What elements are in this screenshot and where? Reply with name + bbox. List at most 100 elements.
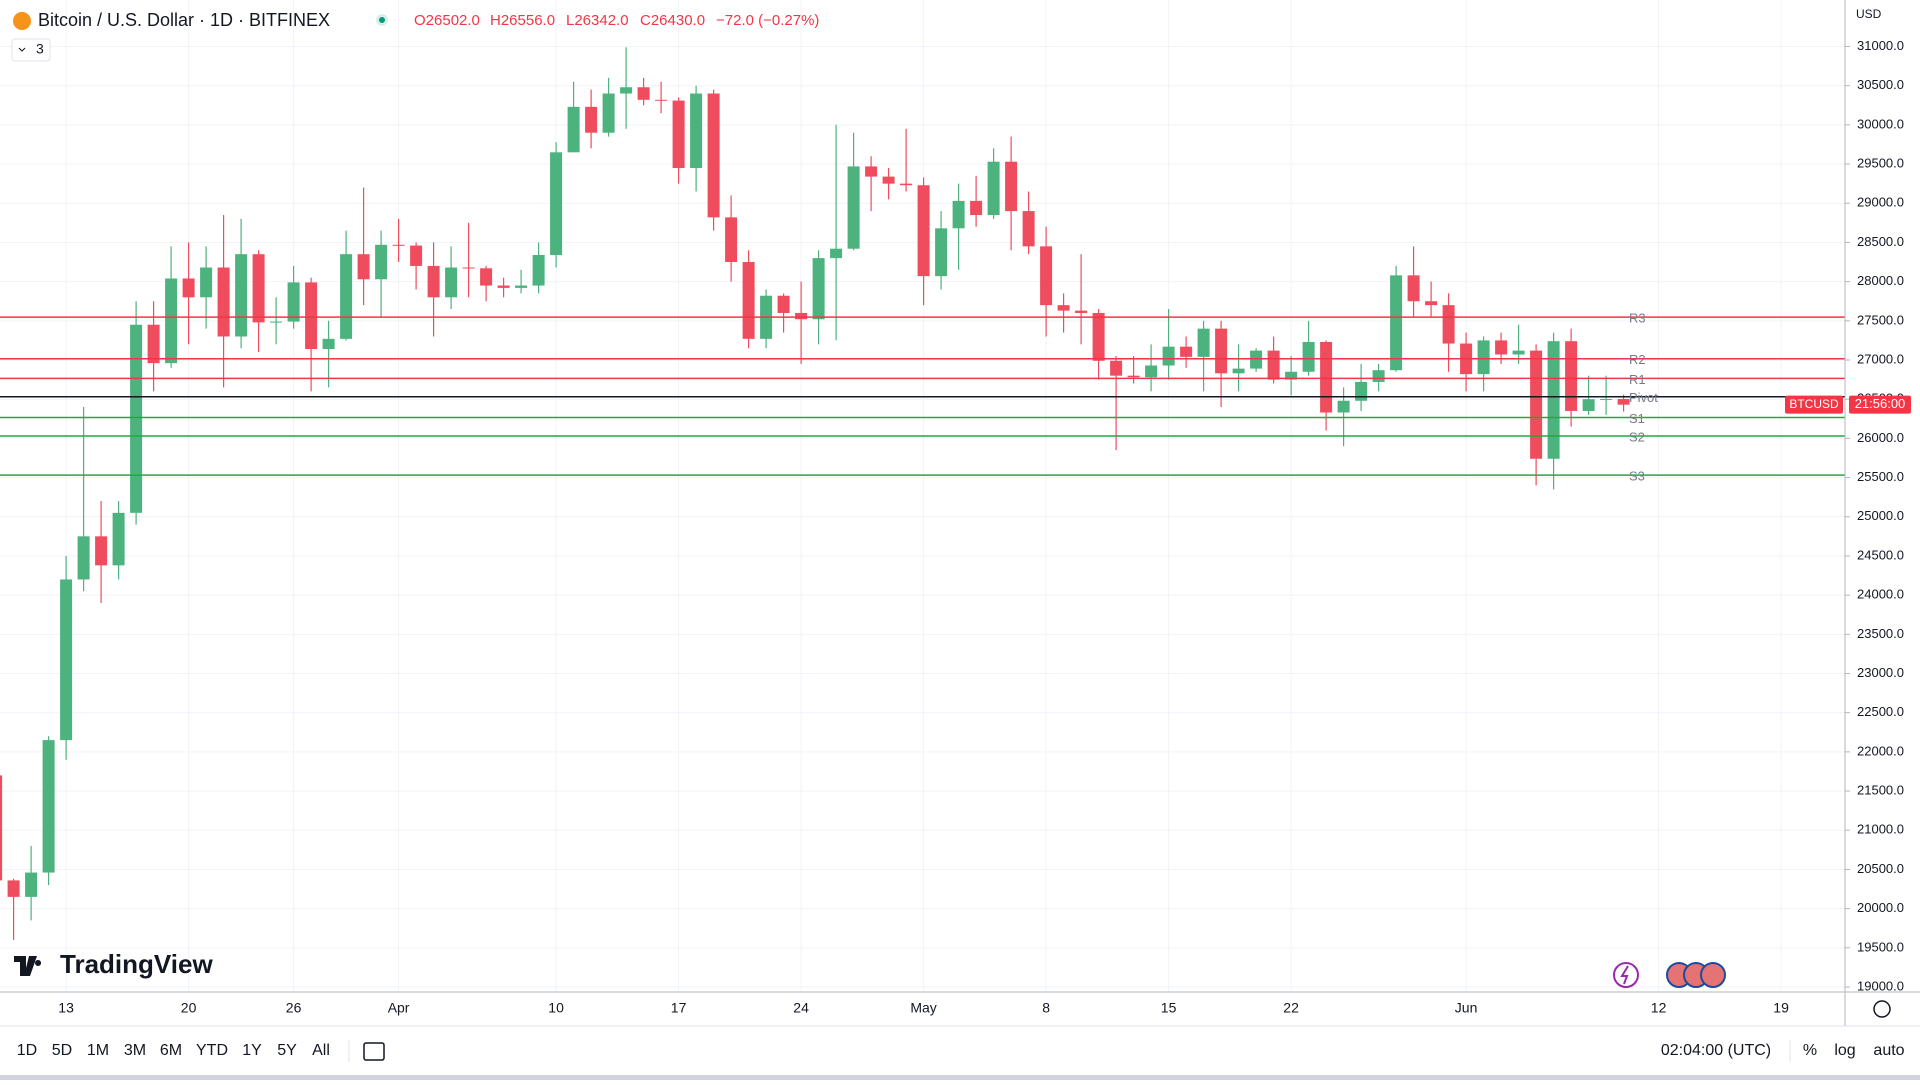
y-tick-label: 27000.0 — [1857, 351, 1904, 366]
pivot-label: S1 — [1629, 411, 1645, 426]
candle-body — [182, 278, 195, 298]
scale-button[interactable]: % — [1803, 1042, 1817, 1059]
candle-body — [637, 87, 650, 100]
candle-body — [1495, 340, 1508, 355]
candle-body — [1285, 371, 1298, 380]
x-tick-label: 15 — [1161, 1000, 1177, 1016]
candle-body — [1565, 341, 1578, 411]
candle-body — [655, 99, 668, 101]
indicator-toggle[interactable] — [11, 38, 51, 62]
bitcoin-icon — [13, 12, 31, 30]
candle-body — [42, 740, 55, 873]
status-dot-inner — [379, 17, 385, 23]
y-tick-label: 29500.0 — [1857, 156, 1904, 171]
candle-body — [410, 245, 423, 266]
candle-body — [1407, 275, 1420, 302]
currency[interactable]: USD — [1856, 7, 1882, 21]
settings-icon[interactable] — [1873, 1000, 1891, 1018]
y-tick-label: 28000.0 — [1857, 273, 1904, 288]
y-tick-label: 23500.0 — [1857, 626, 1904, 641]
y-tick-label: 24500.0 — [1857, 547, 1904, 562]
x-tick-label: 26 — [286, 1000, 302, 1016]
toolbar: 1D 5D 1M 3M 6M YTD 1Y 5Y All 02:04:00 (UTC)% log au… — [17, 1040, 1905, 1062]
range-button[interactable]: 3M — [124, 1042, 146, 1059]
y-tick-label: 23000.0 — [1857, 665, 1904, 680]
y-tick-label: 22500.0 — [1857, 704, 1904, 719]
y-tick-label: 29000.0 — [1857, 195, 1904, 210]
candle-body — [917, 185, 930, 277]
candle-body — [1180, 346, 1193, 357]
chevron — [18, 47, 26, 52]
candle-body — [585, 106, 598, 133]
candle-body — [392, 244, 405, 246]
y-tick-label: 22000.0 — [1857, 743, 1904, 758]
range-button[interactable]: 1M — [87, 1042, 109, 1059]
candle-body — [795, 312, 808, 320]
candle-body — [1232, 368, 1245, 374]
candle-body — [1005, 161, 1018, 212]
plot: R3 R2 R1 Pivot S1 S2 S3 — [0, 47, 1845, 940]
candle-body — [270, 321, 283, 323]
x-tick-label: 10 — [548, 1000, 564, 1016]
candle-body — [550, 152, 563, 255]
y-tick-label: 21000.0 — [1857, 822, 1904, 837]
candle-body — [1372, 370, 1385, 382]
x-tick-label: 12 — [1651, 1000, 1667, 1016]
candle-body — [987, 161, 1000, 216]
candle-body — [1547, 341, 1560, 459]
candle-body — [1057, 305, 1070, 311]
x-tick-label: Jun — [1455, 1000, 1478, 1016]
calendar-icon[interactable] — [363, 1042, 385, 1061]
candle-body — [777, 295, 790, 313]
candle-body — [515, 285, 528, 288]
candle-body — [812, 258, 825, 320]
timezone[interactable]: 02:04:00 (UTC) — [1661, 1042, 1771, 1059]
scale-button[interactable]: log — [1834, 1042, 1855, 1059]
x-tick-label: 19 — [1773, 1000, 1789, 1016]
candle-body — [375, 244, 388, 280]
candle-body — [1022, 211, 1035, 247]
pivot-label: S2 — [1629, 429, 1645, 444]
candle-body — [935, 228, 948, 277]
y-tick-label: 25000.0 — [1857, 508, 1904, 523]
candle-body — [567, 106, 580, 153]
candle-body — [1425, 301, 1438, 306]
pivot-label: Pivot — [1629, 390, 1658, 405]
candle-body — [480, 268, 493, 286]
candle-body — [1197, 328, 1210, 357]
range-button[interactable]: 5Y — [277, 1042, 297, 1059]
candle-body — [0, 775, 3, 881]
candle-body — [970, 200, 983, 216]
candle-body — [690, 93, 703, 168]
event-flag[interactable] — [1700, 962, 1726, 988]
pivot-label: R2 — [1629, 352, 1646, 367]
y-tick-label: 21500.0 — [1857, 783, 1904, 798]
x-tick-label: May — [910, 1000, 936, 1016]
candle-body — [130, 324, 143, 513]
candle-body — [742, 262, 755, 339]
indicator-count: 3 — [36, 41, 44, 57]
ohlc-value: H26556.0 — [490, 12, 555, 29]
candle-body — [1092, 312, 1105, 361]
range-button[interactable]: YTD — [196, 1042, 228, 1059]
x-tick-label: 20 — [181, 1000, 197, 1016]
candle-body — [427, 265, 440, 298]
price-tag-label: BTCUSD — [1789, 397, 1839, 411]
range-button[interactable]: 5D — [52, 1042, 72, 1059]
range-button[interactable]: All — [312, 1042, 330, 1059]
scale-button[interactable]: auto — [1873, 1042, 1904, 1059]
candle-body — [1442, 305, 1455, 344]
candle-body — [217, 267, 230, 337]
candle-body — [1512, 350, 1525, 355]
x-tick-label: Apr — [388, 1000, 410, 1016]
event-icon[interactable] — [1613, 962, 1639, 988]
candle-body — [1040, 246, 1053, 306]
candle-body — [865, 166, 878, 177]
candle-body — [1302, 341, 1315, 372]
range-button[interactable]: 6M — [160, 1042, 182, 1059]
price-tag — [1785, 395, 1843, 414]
ohlc-value: O26502.0 — [414, 12, 480, 29]
range-button[interactable]: 1Y — [242, 1042, 262, 1059]
range-button[interactable]: 1D — [17, 1042, 37, 1059]
